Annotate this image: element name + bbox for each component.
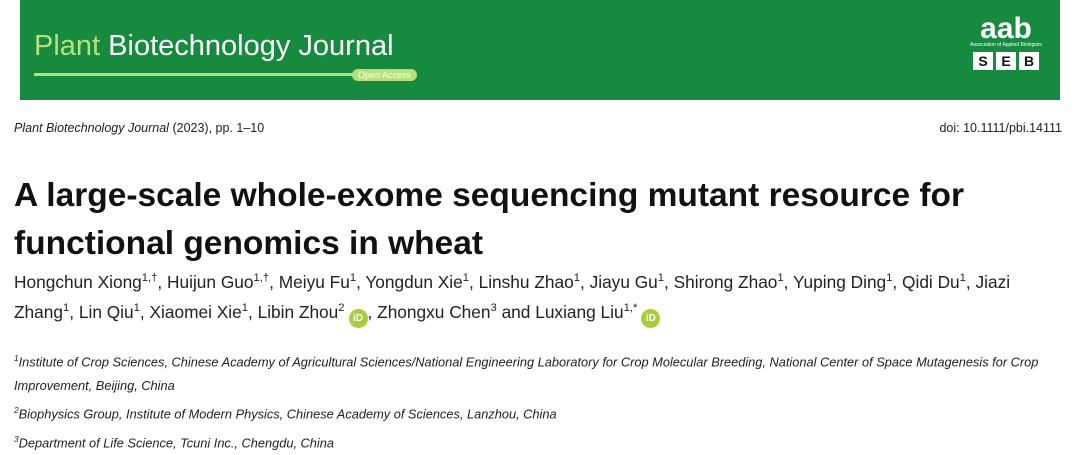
- orcid-icon: iD: [348, 308, 368, 328]
- author-name: Lin Qiu: [78, 301, 134, 322]
- author-affiliation-mark: 1: [462, 272, 469, 284]
- author-name: Linshu Zhao: [478, 271, 574, 292]
- author-name: Luxiang Liu: [535, 301, 624, 322]
- author-separator: ,: [965, 271, 976, 292]
- author-affiliation-mark: 1: [63, 301, 70, 314]
- author-affiliation-mark: 1: [886, 272, 893, 284]
- author: Meiyu Fu1: [279, 272, 356, 292]
- affiliation: 1Institute of Crop Sciences, Chinese Aca…: [14, 346, 1064, 398]
- author: Hongchun Xiong1,†: [14, 272, 157, 292]
- aab-logo: aab: [980, 12, 1032, 45]
- journal-banner: Plant Biotechnology Journal Open Access …: [20, 0, 1060, 100]
- affiliation-list: 1Institute of Crop Sciences, Chinese Aca…: [14, 346, 1064, 455]
- citation: Plant Biotechnology Journal (2023), pp. …: [14, 121, 264, 135]
- seb-logo: S E B: [966, 52, 1046, 70]
- author-separator: ,: [367, 301, 378, 322]
- seb-letter: E: [996, 52, 1016, 70]
- seb-letter: B: [1019, 52, 1039, 70]
- author-name: Jiazi Zhang: [14, 271, 1011, 322]
- author-affiliation-mark: 2: [338, 301, 345, 314]
- author-list: Hongchun Xiong1,†, Huijun Guo1,†, Meiyu …: [14, 265, 1069, 328]
- open-access-badge: Open Access: [352, 69, 418, 81]
- author-affiliation-mark: 1: [573, 272, 580, 284]
- author: Yongdun Xie1: [365, 272, 469, 292]
- author-separator: ,: [356, 271, 366, 292]
- author-name: Qidi Du: [902, 271, 960, 292]
- author-separator: ,: [892, 271, 903, 292]
- author-separator: ,: [664, 271, 674, 292]
- author: Lin Qiu1: [79, 302, 140, 322]
- author-separator: ,: [157, 271, 168, 292]
- affiliation-mark: 1: [14, 353, 19, 363]
- author-name: Yuping Ding: [792, 271, 887, 292]
- author: Xiaomei Xie1: [150, 302, 248, 322]
- citation-journal: Plant Biotechnology Journal: [14, 121, 169, 135]
- author-name: Libin Zhou: [257, 301, 339, 322]
- author-name: Meiyu Fu: [278, 271, 350, 292]
- banner-line: [34, 73, 364, 76]
- author-separator: ,: [579, 271, 590, 292]
- affiliation-mark: 2: [14, 405, 19, 416]
- author-affiliation-mark: 1: [133, 301, 140, 314]
- author-name: Shirong Zhao: [673, 271, 778, 292]
- affiliation-text: Biophysics Group, Institute of Modern Ph…: [18, 406, 557, 422]
- journal-name-first: Plant: [34, 30, 101, 62]
- author-affiliation-mark: 3: [490, 301, 497, 314]
- aab-subtitle: Association of Applied Biologists: [970, 42, 1042, 48]
- author-name: Zhongxu Chen: [377, 301, 491, 322]
- journal-name-rest: Biotechnology Journal: [108, 30, 394, 62]
- author: Libin Zhou2iD: [257, 301, 368, 328]
- author-separator: ,: [783, 271, 793, 292]
- journal-name: Plant Biotechnology Journal: [34, 30, 394, 63]
- doi: doi: 10.1111/pbi.14111: [939, 121, 1062, 135]
- author-separator: ,: [469, 271, 479, 292]
- affiliation-text: Department of Life Science, Tcuni Inc., …: [18, 434, 334, 450]
- citation-year-pages: (2023), pp. 1–10: [172, 121, 265, 135]
- author-affiliation-mark: 1,†: [141, 272, 158, 284]
- author: Jiayu Gu1: [590, 272, 664, 292]
- author: Huijun Guo1,†: [167, 272, 269, 292]
- author: Shirong Zhao1: [674, 272, 784, 292]
- author-separator: ,: [139, 301, 150, 322]
- affiliation: 2Biophysics Group, Institute of Modern P…: [14, 398, 1064, 426]
- affiliation: 3Department of Life Science, Tcuni Inc.,…: [14, 427, 1064, 455]
- article-title: A large-scale whole-exome sequencing mut…: [14, 177, 965, 262]
- author-name: Yongdun Xie: [365, 271, 463, 292]
- author-name: Xiaomei Xie: [149, 301, 242, 322]
- author-name: Jiayu Gu: [589, 271, 658, 292]
- society-logo: aab Association of Applied Biologists S …: [966, 12, 1046, 70]
- author-name: Huijun Guo: [167, 271, 254, 292]
- author-affiliation-mark: 1: [777, 272, 784, 284]
- author: Linshu Zhao1: [479, 272, 580, 292]
- author-separator: and: [496, 301, 536, 322]
- author-separator: ,: [269, 271, 279, 292]
- author: Yuping Ding1: [793, 272, 892, 292]
- affiliation-text: Institute of Crop Sciences, Chinese Acad…: [14, 354, 1039, 394]
- author-affiliation-mark: 1,†: [253, 272, 270, 284]
- author-name: Hongchun Xiong: [14, 271, 142, 292]
- author-affiliation-mark: 1: [959, 272, 966, 284]
- author: Luxiang Liu1,*iD: [535, 301, 661, 328]
- author-affiliation-mark: 1: [241, 301, 248, 314]
- author: Qidi Du1: [902, 272, 966, 292]
- author-affiliation-mark: 1: [657, 272, 665, 284]
- author-separator: ,: [69, 301, 79, 322]
- author-affiliation-mark: 1: [349, 272, 357, 284]
- author-affiliation-mark: 1,*: [623, 301, 638, 314]
- orcid-icon: iD: [641, 308, 661, 328]
- affiliation-mark: 3: [14, 433, 19, 444]
- seb-letter: S: [973, 52, 993, 70]
- author-separator: ,: [247, 301, 258, 322]
- author: Jiazi Zhang1: [14, 272, 1010, 322]
- author: Zhongxu Chen3: [377, 302, 497, 322]
